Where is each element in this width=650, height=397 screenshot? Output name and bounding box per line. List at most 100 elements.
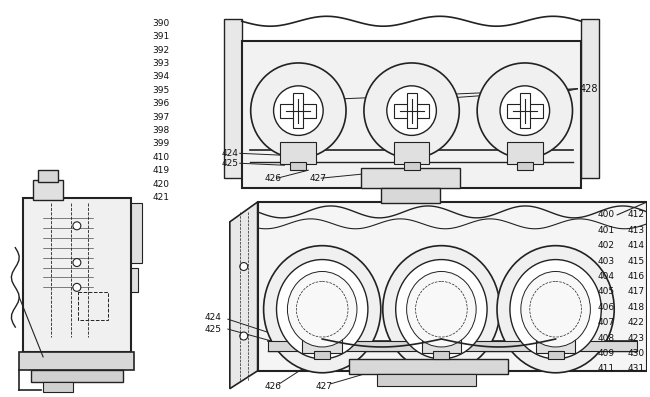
Bar	[381, 188, 441, 203]
Bar	[33, 180, 63, 200]
Text: 412: 412	[627, 210, 644, 220]
Circle shape	[364, 63, 460, 158]
Text: 425: 425	[205, 325, 222, 333]
Bar	[536, 329, 575, 353]
Text: 422: 422	[627, 318, 644, 327]
Bar	[582, 19, 599, 178]
Bar	[349, 359, 508, 374]
Circle shape	[240, 332, 248, 340]
Bar	[38, 170, 58, 182]
Text: 424: 424	[205, 313, 222, 322]
Text: 395: 395	[152, 86, 170, 95]
Bar	[434, 351, 449, 359]
Ellipse shape	[383, 246, 500, 373]
Bar	[520, 93, 530, 129]
Bar	[507, 143, 543, 164]
Ellipse shape	[497, 246, 614, 373]
Bar	[23, 198, 131, 352]
Circle shape	[240, 262, 248, 270]
Text: 423: 423	[627, 333, 644, 343]
Text: 424: 424	[222, 149, 239, 158]
Text: 421: 421	[152, 193, 170, 202]
Text: 408: 408	[597, 333, 614, 343]
Text: 411: 411	[597, 364, 614, 373]
Bar	[291, 162, 306, 170]
Bar	[314, 351, 330, 359]
Circle shape	[73, 222, 81, 230]
Text: 419: 419	[152, 166, 170, 175]
Circle shape	[274, 86, 323, 135]
Text: 397: 397	[152, 113, 170, 121]
Bar	[31, 370, 123, 382]
Polygon shape	[230, 202, 257, 389]
Bar	[43, 382, 73, 391]
Bar	[404, 162, 419, 170]
Text: 394: 394	[152, 72, 170, 81]
Circle shape	[251, 63, 346, 158]
Bar	[268, 341, 637, 351]
Bar	[281, 104, 317, 118]
Text: 393: 393	[152, 59, 170, 68]
Ellipse shape	[264, 246, 381, 373]
Bar	[517, 162, 533, 170]
Text: 399: 399	[152, 139, 170, 148]
Text: 426: 426	[265, 382, 281, 391]
Text: 427: 427	[315, 382, 332, 391]
Bar	[224, 19, 242, 178]
Text: 410: 410	[152, 153, 170, 162]
Text: 431: 431	[627, 364, 644, 373]
Bar	[507, 104, 543, 118]
Bar	[394, 104, 430, 118]
Text: 403: 403	[597, 256, 614, 266]
Text: 426: 426	[265, 173, 281, 183]
Text: 400: 400	[597, 210, 614, 220]
Text: 407: 407	[597, 318, 614, 327]
Text: 396: 396	[152, 99, 170, 108]
Circle shape	[73, 283, 81, 291]
Bar	[78, 292, 108, 320]
Circle shape	[477, 63, 573, 158]
Ellipse shape	[407, 272, 476, 347]
Ellipse shape	[521, 272, 590, 347]
Text: 428: 428	[579, 84, 598, 94]
Bar	[421, 329, 461, 353]
Text: 417: 417	[627, 287, 644, 296]
Ellipse shape	[510, 260, 601, 359]
Text: 402: 402	[597, 241, 614, 250]
Text: 392: 392	[152, 46, 170, 54]
Text: 409: 409	[597, 349, 614, 358]
Text: 415: 415	[627, 256, 644, 266]
Text: 390: 390	[152, 19, 170, 28]
Bar	[548, 351, 564, 359]
Bar	[131, 268, 138, 292]
Bar	[407, 93, 417, 129]
Ellipse shape	[287, 272, 357, 347]
Bar	[394, 143, 430, 164]
Bar	[131, 203, 142, 262]
Text: 405: 405	[597, 287, 614, 296]
Bar	[377, 374, 476, 385]
Text: 391: 391	[152, 32, 170, 41]
Text: 416: 416	[627, 272, 644, 281]
Text: 406: 406	[597, 303, 614, 312]
Bar	[293, 93, 304, 129]
Text: 398: 398	[152, 126, 170, 135]
Text: 413: 413	[627, 226, 644, 235]
Bar	[361, 168, 460, 188]
Bar	[242, 41, 582, 188]
Text: 401: 401	[597, 226, 614, 235]
Bar	[281, 143, 317, 164]
Circle shape	[387, 86, 436, 135]
Text: 404: 404	[597, 272, 614, 281]
Ellipse shape	[396, 260, 487, 359]
Ellipse shape	[276, 260, 368, 359]
Circle shape	[73, 258, 81, 266]
Bar	[20, 352, 135, 370]
Text: 430: 430	[627, 349, 644, 358]
Text: 418: 418	[627, 303, 644, 312]
Text: 425: 425	[222, 159, 239, 168]
Bar	[257, 202, 647, 371]
Bar	[302, 329, 342, 353]
Text: 427: 427	[309, 173, 326, 183]
Text: 414: 414	[627, 241, 644, 250]
